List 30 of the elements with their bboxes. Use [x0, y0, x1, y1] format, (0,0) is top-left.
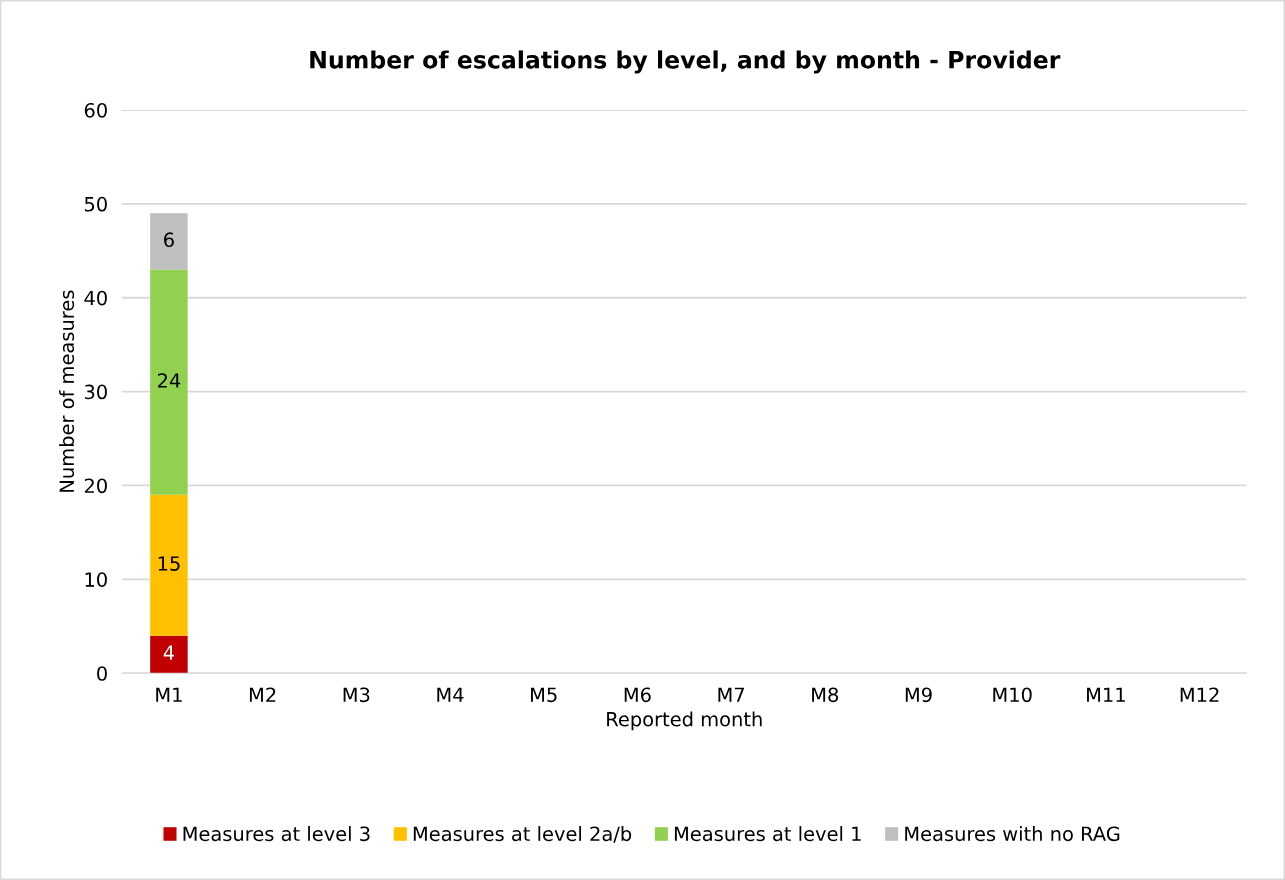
data-label: 6	[164, 232, 174, 248]
data-label: 15	[158, 556, 180, 571]
x-tick-label: M10	[993, 687, 1032, 703]
legend-label: Measures at level 3	[183, 826, 370, 842]
y-axis-title: Number of measures	[59, 290, 75, 492]
x-tick-label: M6	[624, 687, 651, 703]
y-tick-label: 40	[84, 290, 107, 306]
x-tick-label: M1	[156, 687, 182, 702]
x-axis-title: Reported month	[607, 711, 762, 731]
data-label: 24	[157, 373, 181, 388]
data-label: 4	[163, 645, 175, 660]
y-tick-label: 50	[84, 196, 107, 212]
x-tick-label: M8	[812, 687, 839, 703]
x-tick-label: M3	[343, 687, 370, 703]
x-tick-label: M5	[531, 687, 557, 703]
y-tick-label: 20	[84, 478, 107, 494]
x-tick-label: M4	[437, 687, 464, 702]
x-tick-label: M12	[1180, 687, 1219, 702]
legend-label: Measures at level 1	[674, 826, 861, 842]
legend-label: Measures with no RAG	[905, 826, 1120, 842]
legend-label: Measures at level 2a/b	[413, 826, 632, 843]
y-tick-label: 0	[97, 666, 107, 681]
y-tick-label: 30	[84, 384, 107, 400]
y-tick-label: 10	[85, 572, 107, 587]
x-tick-label: M9	[905, 687, 932, 703]
chart-title: Number of escalations by level, and by month - Provider	[310, 50, 1061, 74]
x-tick-label: M7	[718, 687, 745, 702]
y-tick-label: 60	[84, 102, 107, 118]
x-tick-label: M11	[1087, 687, 1125, 702]
x-tick-label: M2	[249, 687, 276, 702]
